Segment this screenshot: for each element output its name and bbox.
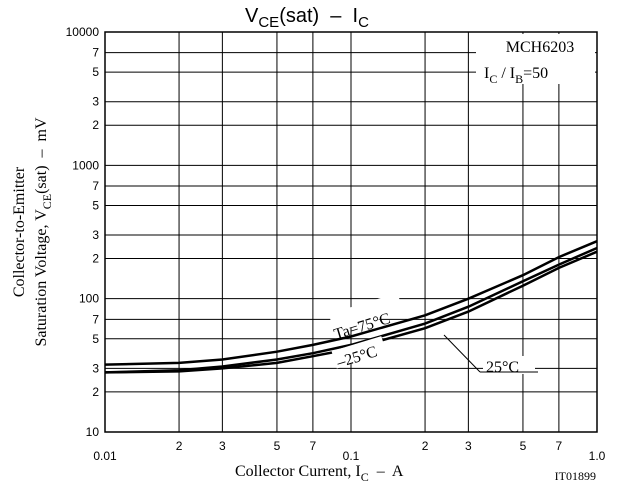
- x-tick-label: 5: [520, 439, 527, 453]
- y-tick-label: 10: [86, 425, 100, 439]
- y-tick-label: 3: [92, 361, 99, 375]
- y-tick-label: 5: [92, 198, 99, 212]
- y-axis-label-part: CE: [40, 194, 54, 209]
- series-label: 25°C: [486, 359, 519, 376]
- chart-title-part: CE: [258, 14, 279, 31]
- condition-part: C: [489, 72, 497, 86]
- x-axis-label-part: Collector Current, I: [235, 463, 361, 480]
- y-axis-label-part: Collector-to-Emitter: [11, 166, 28, 297]
- chart-title-part: (sat) – I: [279, 5, 358, 27]
- x-tick-label: 0.1: [343, 449, 360, 463]
- y-tick-label: 7: [92, 46, 99, 60]
- info-box: [476, 34, 595, 84]
- label-bg: [328, 292, 404, 334]
- chart-title-part: V: [245, 5, 259, 27]
- y-tick-label: 3: [92, 95, 99, 109]
- y-tick-label: 2: [92, 118, 99, 132]
- y-axis-label-part: (sat) – mV: [33, 117, 50, 194]
- x-axis-label-part: – A: [369, 463, 404, 480]
- x-tick-label: 3: [465, 439, 472, 453]
- chart-title-part: C: [358, 14, 369, 31]
- y-tick-label: 2: [92, 252, 99, 266]
- x-tick-label: 2: [176, 439, 183, 453]
- chart-title: VCE(sat) – IC: [245, 5, 369, 31]
- y-axis-label: Collector-to-Emitter: [11, 166, 28, 297]
- y-tick-label: 3: [92, 228, 99, 242]
- part-number: MCH6203: [506, 39, 574, 56]
- y-axis-label-part: Saturation Voltage, V: [33, 209, 50, 347]
- y-tick-label: 7: [92, 312, 99, 326]
- y-tick-label: 7: [92, 179, 99, 193]
- series-line: [104, 240, 598, 366]
- x-tick-label: 0.01: [93, 449, 117, 463]
- code-label: IT01899: [555, 469, 596, 483]
- y-tick-label: 10000: [66, 25, 100, 39]
- x-tick-label: 2: [422, 439, 429, 453]
- y-tick-label: 1000: [72, 158, 99, 172]
- condition: IC / IB=50: [484, 65, 548, 86]
- x-axis-label-part: C: [361, 470, 369, 484]
- x-tick-label: 5: [274, 439, 281, 453]
- y-tick-label: 5: [92, 65, 99, 79]
- label-bg: [331, 336, 387, 369]
- y-tick-label: 100: [79, 292, 99, 306]
- x-tick-label: 1.0: [589, 449, 606, 463]
- series-line: [104, 246, 598, 374]
- y-axis-label: Saturation Voltage, VCE(sat) – mV: [33, 117, 54, 347]
- x-tick-label: 3: [219, 439, 226, 453]
- y-tick-label: 2: [92, 385, 99, 399]
- condition-part: B: [515, 72, 523, 86]
- x-axis-label: Collector Current, IC – A: [235, 463, 404, 484]
- condition-part: =50: [523, 65, 548, 82]
- x-tick-label: 7: [310, 439, 317, 453]
- condition-part: I: [484, 65, 489, 82]
- leader-line: [443, 334, 481, 373]
- condition-part: / I: [497, 65, 515, 82]
- plot-frame: [104, 31, 598, 433]
- x-tick-label: 7: [556, 439, 563, 453]
- y-tick-label: 5: [92, 332, 99, 346]
- label-bg: [483, 356, 535, 374]
